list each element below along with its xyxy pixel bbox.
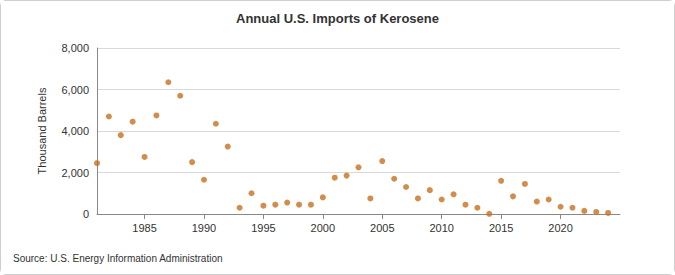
svg-text:2020: 2020 bbox=[548, 222, 572, 234]
svg-text:2015: 2015 bbox=[489, 222, 513, 234]
svg-text:0: 0 bbox=[83, 208, 89, 220]
svg-text:1990: 1990 bbox=[192, 222, 216, 234]
svg-text:2,000: 2,000 bbox=[61, 167, 89, 179]
svg-text:1995: 1995 bbox=[251, 222, 275, 234]
svg-text:Annual U.S. Imports of Kerosen: Annual U.S. Imports of Kerosene bbox=[236, 11, 439, 26]
svg-text:Thousand Barrels: Thousand Barrels bbox=[36, 87, 48, 174]
svg-text:6,000: 6,000 bbox=[61, 84, 89, 96]
svg-text:1985: 1985 bbox=[132, 222, 156, 234]
svg-text:2000: 2000 bbox=[311, 222, 335, 234]
svg-text:8,000: 8,000 bbox=[61, 42, 89, 54]
svg-text:Source: U.S. Energy Informatio: Source: U.S. Energy Information Administ… bbox=[13, 253, 223, 264]
svg-text:4,000: 4,000 bbox=[61, 125, 89, 137]
svg-text:2010: 2010 bbox=[429, 222, 453, 234]
svg-text:2005: 2005 bbox=[370, 222, 394, 234]
